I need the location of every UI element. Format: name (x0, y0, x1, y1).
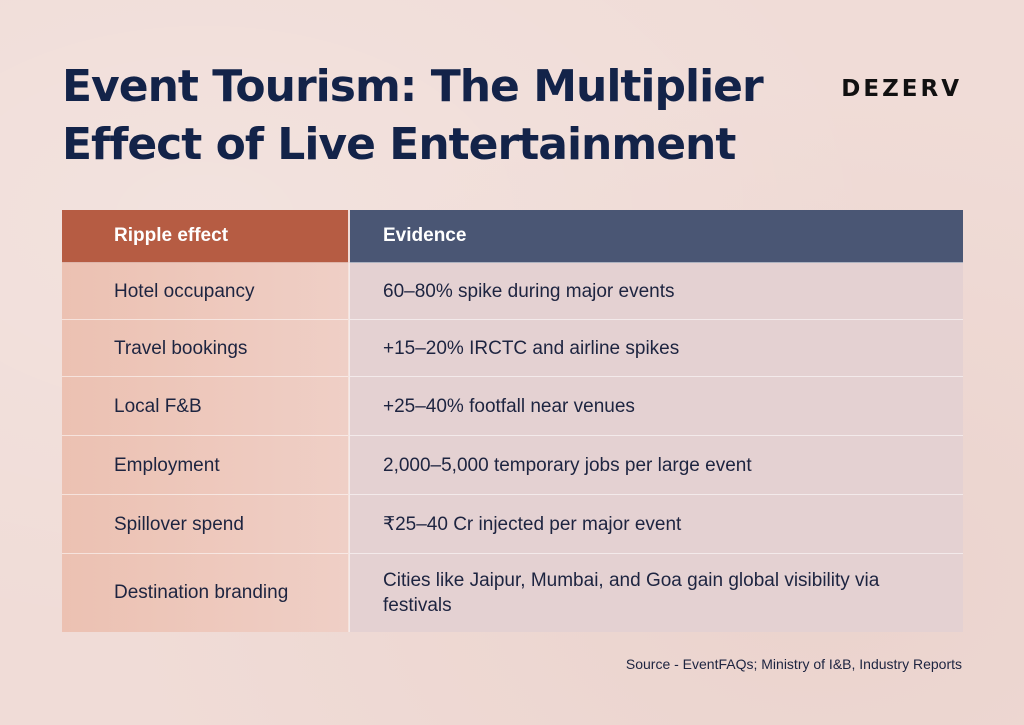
source-note: Source - EventFAQs; Ministry of I&B, Ind… (625, 656, 962, 672)
cell-ripple-effect: Hotel occupancy (62, 262, 350, 320)
column-header-evidence: Evidence (349, 210, 963, 263)
cell-ripple-effect: Spillover spend (62, 494, 350, 554)
table-header-row: Ripple effect Evidence (62, 210, 963, 263)
cell-ripple-effect: Employment (62, 435, 350, 495)
cell-evidence: +25–40% footfall near venues (349, 376, 963, 436)
table-row: Spillover spend ₹25–40 Cr injected per m… (62, 494, 963, 554)
cell-ripple-effect: Destination branding (62, 553, 350, 632)
brand-logo: DEZERV (841, 76, 962, 102)
ripple-effect-table: Ripple effect Evidence Hotel occupancy 6… (62, 210, 963, 632)
cell-evidence: 2,000–5,000 temporary jobs per large eve… (349, 435, 963, 495)
cell-ripple-effect: Travel bookings (62, 319, 350, 377)
cell-evidence: +15–20% IRCTC and airline spikes (349, 319, 963, 377)
table-row: Employment 2,000–5,000 temporary jobs pe… (62, 435, 963, 495)
cell-evidence: Cities like Jaipur, Mumbai, and Goa gain… (349, 553, 963, 632)
table-row: Destination branding Cities like Jaipur,… (62, 553, 963, 632)
cell-evidence: 60–80% spike during major events (349, 262, 963, 320)
cell-evidence: ₹25–40 Cr injected per major event (349, 494, 963, 554)
column-header-ripple-effect: Ripple effect (62, 210, 350, 263)
table-row: Travel bookings +15–20% IRCTC and airlin… (62, 319, 963, 377)
table-row: Hotel occupancy 60–80% spike during majo… (62, 262, 963, 320)
data-table: Ripple effect Evidence Hotel occupancy 6… (62, 210, 963, 632)
page-title: Event Tourism: The Multiplier Effect of … (62, 61, 764, 170)
table-row: Local F&B +25–40% footfall near venues (62, 376, 963, 436)
cell-ripple-effect: Local F&B (62, 376, 350, 436)
